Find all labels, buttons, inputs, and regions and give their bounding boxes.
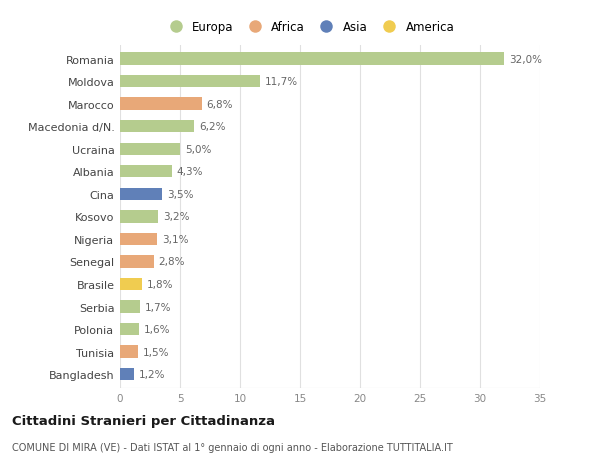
- Text: Cittadini Stranieri per Cittadinanza: Cittadini Stranieri per Cittadinanza: [12, 414, 275, 428]
- Text: 6,8%: 6,8%: [206, 100, 233, 109]
- Bar: [120, 53, 504, 66]
- Text: 2,8%: 2,8%: [158, 257, 185, 267]
- Bar: [120, 188, 162, 201]
- Text: COMUNE DI MIRA (VE) - Dati ISTAT al 1° gennaio di ogni anno - Elaborazione TUTTI: COMUNE DI MIRA (VE) - Dati ISTAT al 1° g…: [12, 442, 453, 452]
- Text: 1,2%: 1,2%: [139, 369, 166, 379]
- Bar: [120, 166, 172, 178]
- Text: 5,0%: 5,0%: [185, 145, 211, 154]
- Bar: [120, 256, 154, 268]
- Bar: [120, 98, 202, 111]
- Text: 3,5%: 3,5%: [167, 190, 193, 199]
- Bar: [120, 278, 142, 291]
- Text: 1,8%: 1,8%: [146, 280, 173, 289]
- Bar: [120, 121, 194, 133]
- Text: 6,2%: 6,2%: [199, 122, 226, 132]
- Bar: [120, 143, 180, 156]
- Text: 1,6%: 1,6%: [144, 325, 170, 334]
- Legend: Europa, Africa, Asia, America: Europa, Africa, Asia, America: [160, 17, 458, 38]
- Text: 1,7%: 1,7%: [145, 302, 172, 312]
- Bar: [120, 301, 140, 313]
- Text: 11,7%: 11,7%: [265, 77, 298, 87]
- Text: 3,1%: 3,1%: [162, 235, 188, 244]
- Bar: [120, 323, 139, 336]
- Bar: [120, 346, 138, 358]
- Bar: [120, 211, 158, 223]
- Bar: [120, 368, 134, 381]
- Bar: [120, 233, 157, 246]
- Text: 1,5%: 1,5%: [143, 347, 169, 357]
- Text: 32,0%: 32,0%: [509, 55, 542, 64]
- Bar: [120, 76, 260, 88]
- Text: 4,3%: 4,3%: [176, 167, 203, 177]
- Text: 3,2%: 3,2%: [163, 212, 190, 222]
